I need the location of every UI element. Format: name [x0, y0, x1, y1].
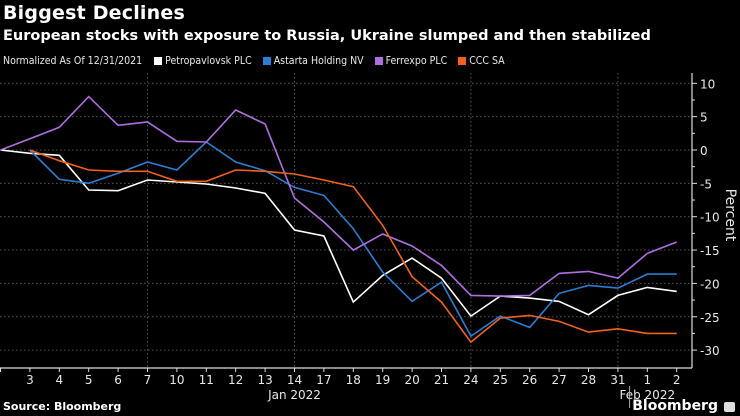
- x-group-label: Feb 2022: [619, 388, 675, 402]
- x-tick-label: 17: [316, 373, 331, 387]
- legend-label: CCC SA: [469, 55, 505, 67]
- series-line-ccc-sa: [29, 149, 677, 344]
- x-tick-label: 20: [404, 373, 419, 387]
- legend-item-ferrexpo[interactable]: Ferrexpo PLC: [374, 55, 448, 67]
- x-tick-label: 4: [55, 373, 63, 387]
- axes: [0, 73, 697, 372]
- legend-swatch: [374, 57, 383, 65]
- x-tick-label: 5: [85, 373, 93, 387]
- legend-label: Astarta Holding NV: [273, 55, 364, 67]
- x-tick-label: 18: [346, 373, 361, 387]
- legend-item-petropavlovsk[interactable]: Petropavlovsk PLC: [154, 55, 252, 67]
- series-lines: [0, 95, 677, 344]
- x-tick-label: 27: [551, 373, 566, 387]
- legend-label: Ferrexpo PLC: [385, 55, 448, 67]
- legend-item-astarta[interactable]: Astarta Holding NV: [262, 55, 364, 67]
- x-tick-label: 7: [144, 373, 152, 387]
- x-tick-label: 14: [287, 373, 302, 387]
- series-line-ferrexpo-plc: [0, 95, 677, 297]
- y-tick-label: 5: [700, 111, 708, 125]
- x-group-label: Jan 2022: [267, 388, 321, 402]
- y-tick-label: -20: [700, 277, 720, 291]
- y-tick-label: -10: [700, 211, 720, 225]
- x-tick-label: 31: [610, 373, 625, 387]
- x-tick-label: 25: [493, 373, 508, 387]
- x-tick-label: 2: [673, 373, 681, 387]
- x-tick-label: 26: [522, 373, 537, 387]
- x-tick-label: 24: [463, 373, 478, 387]
- x-tick-label: 11: [199, 373, 214, 387]
- x-tick-label: 10: [169, 373, 184, 387]
- x-tick-label: 21: [434, 373, 449, 387]
- bloomberg-logo: Bloomberg: [632, 398, 718, 414]
- x-tick-label: 13: [257, 373, 272, 387]
- y-tick-label: 0: [700, 144, 708, 158]
- x-tick-label: 3: [26, 373, 34, 387]
- chart-icon: [724, 402, 735, 412]
- source-note: Source: Bloomberg: [3, 400, 122, 413]
- legend-note: Normalized As Of 12/31/2021: [3, 55, 143, 67]
- legend-swatch: [262, 57, 271, 65]
- x-tick-label: 6: [114, 373, 122, 387]
- chart-title: Biggest Declines: [3, 2, 185, 24]
- y-tick-label: -5: [700, 177, 712, 191]
- x-tick-label: 28: [581, 373, 596, 387]
- series-line-astarta-holding-nv: [29, 140, 677, 338]
- y-tick-label: -30: [700, 344, 720, 358]
- series-line-petropavlovsk-plc: [0, 149, 677, 318]
- legend-item-ccc[interactable]: CCC SA: [458, 55, 505, 67]
- x-tick-label: 1: [643, 373, 651, 387]
- y-tick-label: -25: [700, 311, 720, 325]
- legend-label: Petropavlovsk PLC: [165, 55, 252, 67]
- legend-swatch: [458, 57, 467, 65]
- y-tick-label: 10: [700, 77, 715, 91]
- legend: Normalized As Of 12/31/2021 Petropavlovs…: [3, 55, 516, 67]
- y-axis-title: Percent: [722, 189, 738, 242]
- x-tick-label: 19: [375, 373, 390, 387]
- y-tick-label: -15: [700, 244, 720, 258]
- x-tick-label: 12: [228, 373, 243, 387]
- x-axis-ticks: 3 4 5 6 7 10 11 12 13 14 17 18 19 20 21 24 25 26 27 28 31 1 2J…: [26, 373, 681, 408]
- y-axis-ticks: 10 5 0 -5 -10 -15 -20 -25 -30: [700, 77, 720, 358]
- chart-subtitle: European stocks with exposure to Russia,…: [3, 28, 651, 44]
- legend-swatch: [154, 57, 163, 65]
